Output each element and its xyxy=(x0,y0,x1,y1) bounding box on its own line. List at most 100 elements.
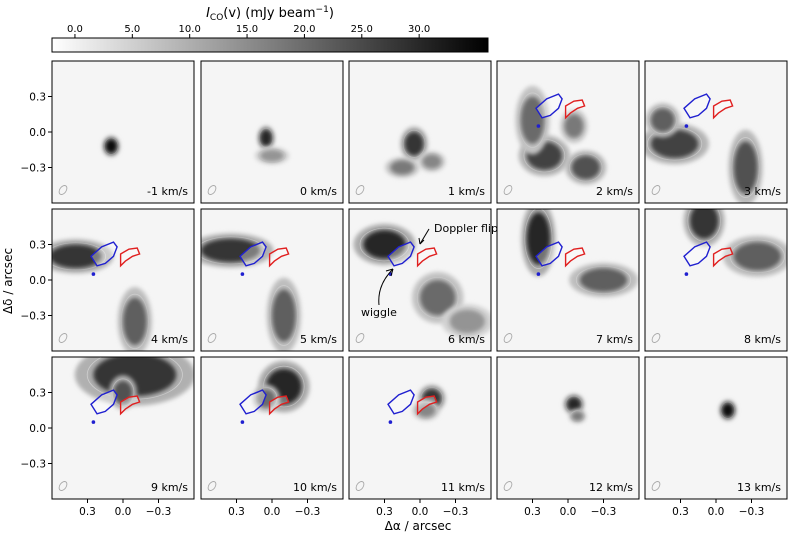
emission-contour xyxy=(446,307,489,336)
emission-blob xyxy=(571,155,600,180)
colorbar-title-main: I xyxy=(206,6,210,21)
channel-panel: 8 km/s xyxy=(644,208,788,352)
colorbar-title-sub: CO xyxy=(210,13,223,23)
emission-contour xyxy=(103,137,119,155)
channel-panel: 5 km/s xyxy=(200,208,344,352)
emission-contour xyxy=(687,209,721,242)
emission-contour xyxy=(720,401,736,419)
velocity-label: 8 km/s xyxy=(744,333,781,346)
colorbar-title-end: ) xyxy=(329,6,334,21)
channel-panel: 13 km/s 0.3 0.0 −0.3 xyxy=(644,356,788,518)
emission-contour xyxy=(258,127,274,148)
beam-ellipse xyxy=(58,481,68,491)
emission-blob xyxy=(566,397,582,412)
colorbar-tick-label: 15.0 xyxy=(236,24,258,35)
colorbar-tick-label: 25.0 xyxy=(351,24,373,35)
blue-dot xyxy=(388,420,393,424)
emission-blob xyxy=(733,242,782,271)
blue-lobe-contour xyxy=(90,241,118,267)
channel-panel: 1 km/s xyxy=(348,60,492,204)
beam-ellipse xyxy=(355,185,365,195)
red-lobe-contour xyxy=(416,247,438,268)
emission-contour xyxy=(562,112,586,141)
annotation-arrow xyxy=(419,228,430,245)
y-tick-label: −0.3 xyxy=(21,311,47,323)
x-tick-label: 0.3 xyxy=(228,506,245,518)
panel-background xyxy=(349,357,491,499)
emission-contour xyxy=(402,129,426,158)
emission-contour xyxy=(731,137,760,198)
panel-frame xyxy=(200,60,344,204)
velocity-label: 1 km/s xyxy=(448,185,485,198)
y-tick-label: 0.0 xyxy=(29,275,46,287)
channel-panel: 2 km/s xyxy=(496,60,640,204)
y-tick-label: 0.0 xyxy=(29,423,46,435)
x-tick-label: 0.3 xyxy=(524,506,541,518)
velocity-label: 11 km/s xyxy=(441,481,485,494)
panel-frame xyxy=(200,208,344,352)
emission-contour xyxy=(575,265,632,295)
annotation-arrowhead xyxy=(418,237,425,245)
channel-panel: -1 km/s 0.3 0.0 −0.3 xyxy=(21,60,195,204)
velocity-label: 10 km/s xyxy=(293,481,337,494)
panel-background xyxy=(52,61,194,203)
red-lobe-contour xyxy=(712,99,734,120)
beam-ellipse xyxy=(355,333,365,343)
velocity-label: 12 km/s xyxy=(589,481,633,494)
blue-dot xyxy=(684,272,689,276)
emission-contour xyxy=(257,148,287,163)
colorbar-tick-label: 0.0 xyxy=(67,24,83,35)
red-lobe-contour xyxy=(712,247,734,268)
channel-panel: 9 km/s 0.3 0.0 −0.3 0.3 0.0 −0.3 xyxy=(21,356,195,518)
channel-panel: 3 km/s xyxy=(644,60,788,204)
blue-dot xyxy=(240,420,245,424)
panel-frame xyxy=(348,60,492,204)
red-lobe-contour xyxy=(119,395,141,416)
x-tick-label: 0.0 xyxy=(115,506,132,518)
velocity-label: 9 km/s xyxy=(151,481,188,494)
velocity-label: 5 km/s xyxy=(300,333,337,346)
x-tick-label: 0.0 xyxy=(412,506,429,518)
emission-contour xyxy=(359,227,410,262)
blue-lobe-contour xyxy=(535,241,563,267)
velocity-label: 13 km/s xyxy=(737,481,781,494)
beam-ellipse xyxy=(651,185,661,195)
velocity-label: -1 km/s xyxy=(147,185,188,198)
colorbar-title-sup: −1 xyxy=(316,5,329,15)
emission-blob xyxy=(123,297,147,346)
blue-lobe-contour xyxy=(535,93,563,119)
x-axis-label: Δα / arcsec xyxy=(385,519,452,533)
beam-ellipse xyxy=(207,481,217,491)
emission-blob xyxy=(201,238,261,263)
blue-lobe-contour xyxy=(90,389,118,415)
channel-panel: 10 km/s 0.3 0.0 −0.3 xyxy=(200,356,344,518)
panel-background xyxy=(645,357,787,499)
emission-blob xyxy=(363,230,406,259)
red-lobe-contour xyxy=(268,395,290,416)
colorbar-tick-label: 30.0 xyxy=(408,24,430,35)
panel-frame xyxy=(644,60,788,204)
emission-contour xyxy=(648,106,677,135)
panel-frame xyxy=(496,60,640,204)
velocity-label: 0 km/s xyxy=(300,185,337,198)
y-tick-label: −0.3 xyxy=(21,459,47,471)
blue-lobe-contour xyxy=(683,241,711,267)
emission-blob xyxy=(272,289,296,342)
panel-frame xyxy=(348,208,492,352)
y-tick-label: 0.3 xyxy=(29,240,46,252)
emission-blob xyxy=(571,411,584,421)
emission-contour xyxy=(388,158,417,177)
blue-dot xyxy=(684,124,689,128)
y-axis-label: Δδ / arcsec xyxy=(1,248,15,314)
blue-dot xyxy=(91,272,96,276)
beam-ellipse xyxy=(58,333,68,343)
beam-ellipse xyxy=(355,481,365,491)
emission-blob xyxy=(520,96,545,144)
velocity-label: 7 km/s xyxy=(596,333,633,346)
colorbar-tick-label: 20.0 xyxy=(293,24,315,35)
annotation-arrowhead xyxy=(385,268,394,277)
channel-panel: 4 km/s 0.3 0.0 −0.3 xyxy=(21,208,195,352)
annotation-doppler-flip: Doppler flip xyxy=(434,222,498,235)
blue-lobe-contour xyxy=(239,241,267,267)
